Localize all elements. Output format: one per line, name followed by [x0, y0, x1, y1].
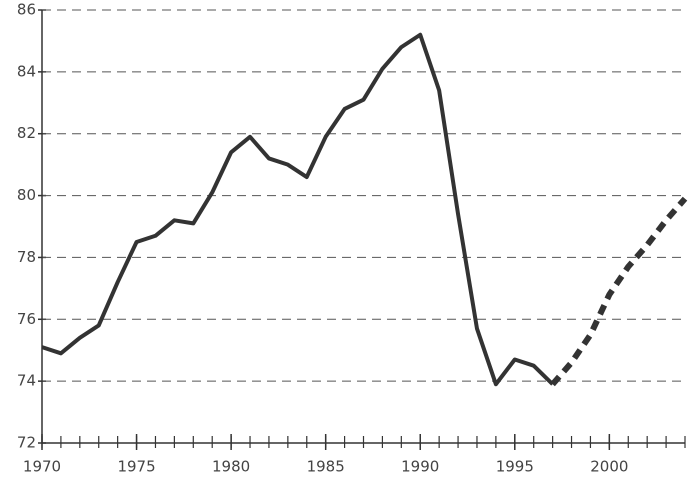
y-tick-label: 86	[17, 1, 36, 19]
y-tick-label: 78	[17, 248, 36, 266]
y-tick-label: 74	[17, 372, 36, 390]
y-tick-label: 80	[17, 186, 36, 204]
y-tick-label: 82	[17, 124, 36, 142]
x-tick-label: 1980	[212, 458, 250, 476]
x-tick-label: 1975	[117, 458, 155, 476]
dashed-line	[550, 196, 688, 387]
x-tick-label: 1990	[401, 458, 439, 476]
x-tick-label: 1970	[23, 458, 61, 476]
x-tick-label: 1995	[496, 458, 534, 476]
x-tick-label: 2000	[590, 458, 628, 476]
y-tick-label: 76	[17, 310, 36, 328]
y-tick-label: 72	[17, 434, 36, 452]
line	[41, 32, 555, 387]
y-tick-label: 84	[17, 62, 36, 80]
x-tick-label: 1985	[307, 458, 345, 476]
